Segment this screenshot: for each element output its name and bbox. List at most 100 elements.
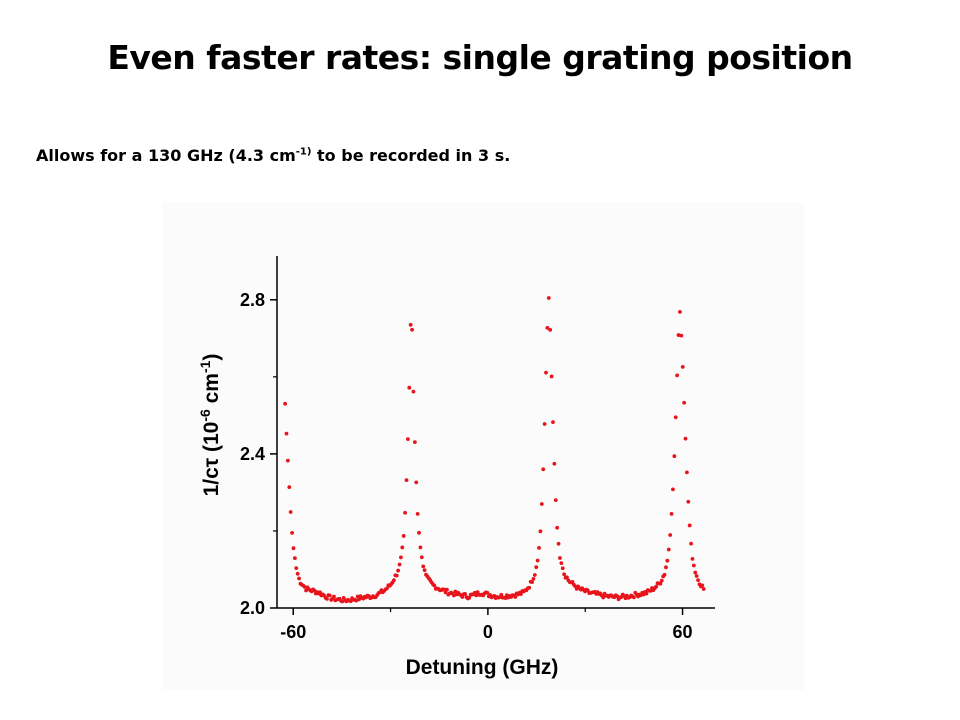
data-point <box>295 571 300 576</box>
data-point <box>551 420 555 425</box>
data-point <box>404 478 409 482</box>
data-point <box>396 568 401 573</box>
data-point <box>357 597 361 602</box>
data-point <box>463 592 467 596</box>
data-point <box>411 389 416 394</box>
data-point <box>283 401 288 406</box>
data-point <box>546 296 551 300</box>
data-point <box>394 573 399 578</box>
data-point <box>499 592 504 597</box>
x-tick-label: -60 <box>280 622 306 642</box>
y-tick-label: 2.0 <box>240 598 265 618</box>
data-point <box>399 555 403 560</box>
data-point <box>565 575 569 580</box>
body-text-before: Allows for a 130 GHz (4.3 cm <box>36 146 296 165</box>
data-point <box>288 510 293 514</box>
data-point <box>432 583 437 588</box>
data-point <box>513 595 518 599</box>
data-point <box>669 511 674 516</box>
data-point <box>666 547 671 552</box>
chart-labels: 2.0 2.4 2.8 -60 0 60 Detuning (GHz) 1/cτ (10-6 … <box>197 290 693 679</box>
data-point <box>693 570 698 575</box>
data-point <box>686 499 691 504</box>
chart-axes <box>270 256 715 615</box>
body-text-superscript: -1) <box>295 146 312 158</box>
data-point <box>291 546 296 551</box>
data-point <box>467 595 472 600</box>
data-point <box>560 566 565 571</box>
data-point <box>556 541 561 546</box>
y-tick-label: 2.8 <box>240 290 265 310</box>
data-point <box>682 400 687 405</box>
data-point <box>672 454 677 459</box>
slide-body-text: Allows for a 130 GHz (4.3 cm-1) to be re… <box>36 146 510 165</box>
data-point <box>284 431 289 436</box>
data-point <box>694 574 699 578</box>
data-point <box>683 436 688 441</box>
data-point <box>542 422 547 426</box>
chart-marks <box>283 296 706 604</box>
data-point <box>679 333 684 338</box>
data-point <box>562 572 567 577</box>
data-point <box>460 595 465 599</box>
data-point <box>287 485 292 490</box>
data-point <box>294 566 299 570</box>
data-point <box>685 470 689 475</box>
data-point <box>535 558 540 563</box>
x-tick-label: 60 <box>673 622 693 642</box>
data-point <box>541 467 546 472</box>
body-text-after: to be recorded in 3 s. <box>311 146 511 165</box>
data-point <box>689 541 693 546</box>
x-tick-label: 0 <box>483 622 493 642</box>
data-point <box>675 373 680 378</box>
data-point <box>530 580 534 585</box>
data-point <box>292 556 297 561</box>
data-point <box>414 480 419 485</box>
data-point <box>286 458 290 463</box>
data-point <box>664 565 668 570</box>
y-axis-title-part: ) <box>200 354 223 361</box>
data-point <box>532 573 537 577</box>
data-point <box>671 487 675 492</box>
data-point <box>327 593 332 598</box>
slide-title: Even faster rates: single grating positi… <box>107 38 853 77</box>
data-point <box>415 511 420 516</box>
data-point <box>445 587 449 592</box>
data-point <box>538 529 543 534</box>
data-point <box>701 587 706 591</box>
data-point <box>570 580 575 584</box>
data-point <box>422 568 427 573</box>
data-point <box>680 364 685 369</box>
data-point <box>527 585 532 590</box>
y-axis-title-superscript: -6 <box>197 409 213 422</box>
data-point <box>700 583 705 588</box>
data-point <box>332 594 336 599</box>
data-point <box>355 594 360 599</box>
data-point <box>534 565 539 570</box>
data-point <box>419 555 424 560</box>
data-point <box>673 415 678 420</box>
y-axis-title-superscript: -1 <box>197 360 213 373</box>
data-point <box>644 591 649 596</box>
data-point <box>559 561 564 566</box>
data-point <box>403 510 407 515</box>
data-point <box>485 590 490 595</box>
data-point <box>654 584 659 589</box>
data-point <box>408 322 413 327</box>
data-point <box>410 327 414 332</box>
y-tick-label: 2.4 <box>240 444 265 464</box>
data-point <box>325 597 329 601</box>
data-point <box>555 525 560 530</box>
data-point <box>397 562 402 567</box>
data-point <box>400 545 405 550</box>
data-point <box>312 588 317 593</box>
data-point <box>297 576 301 581</box>
data-point <box>687 523 692 528</box>
y-axis-title-part: cm <box>200 373 223 409</box>
data-point <box>405 437 410 441</box>
data-point <box>615 594 620 599</box>
data-point <box>412 440 417 445</box>
data-point <box>668 533 673 537</box>
data-point <box>665 558 670 563</box>
data-point <box>318 590 322 595</box>
